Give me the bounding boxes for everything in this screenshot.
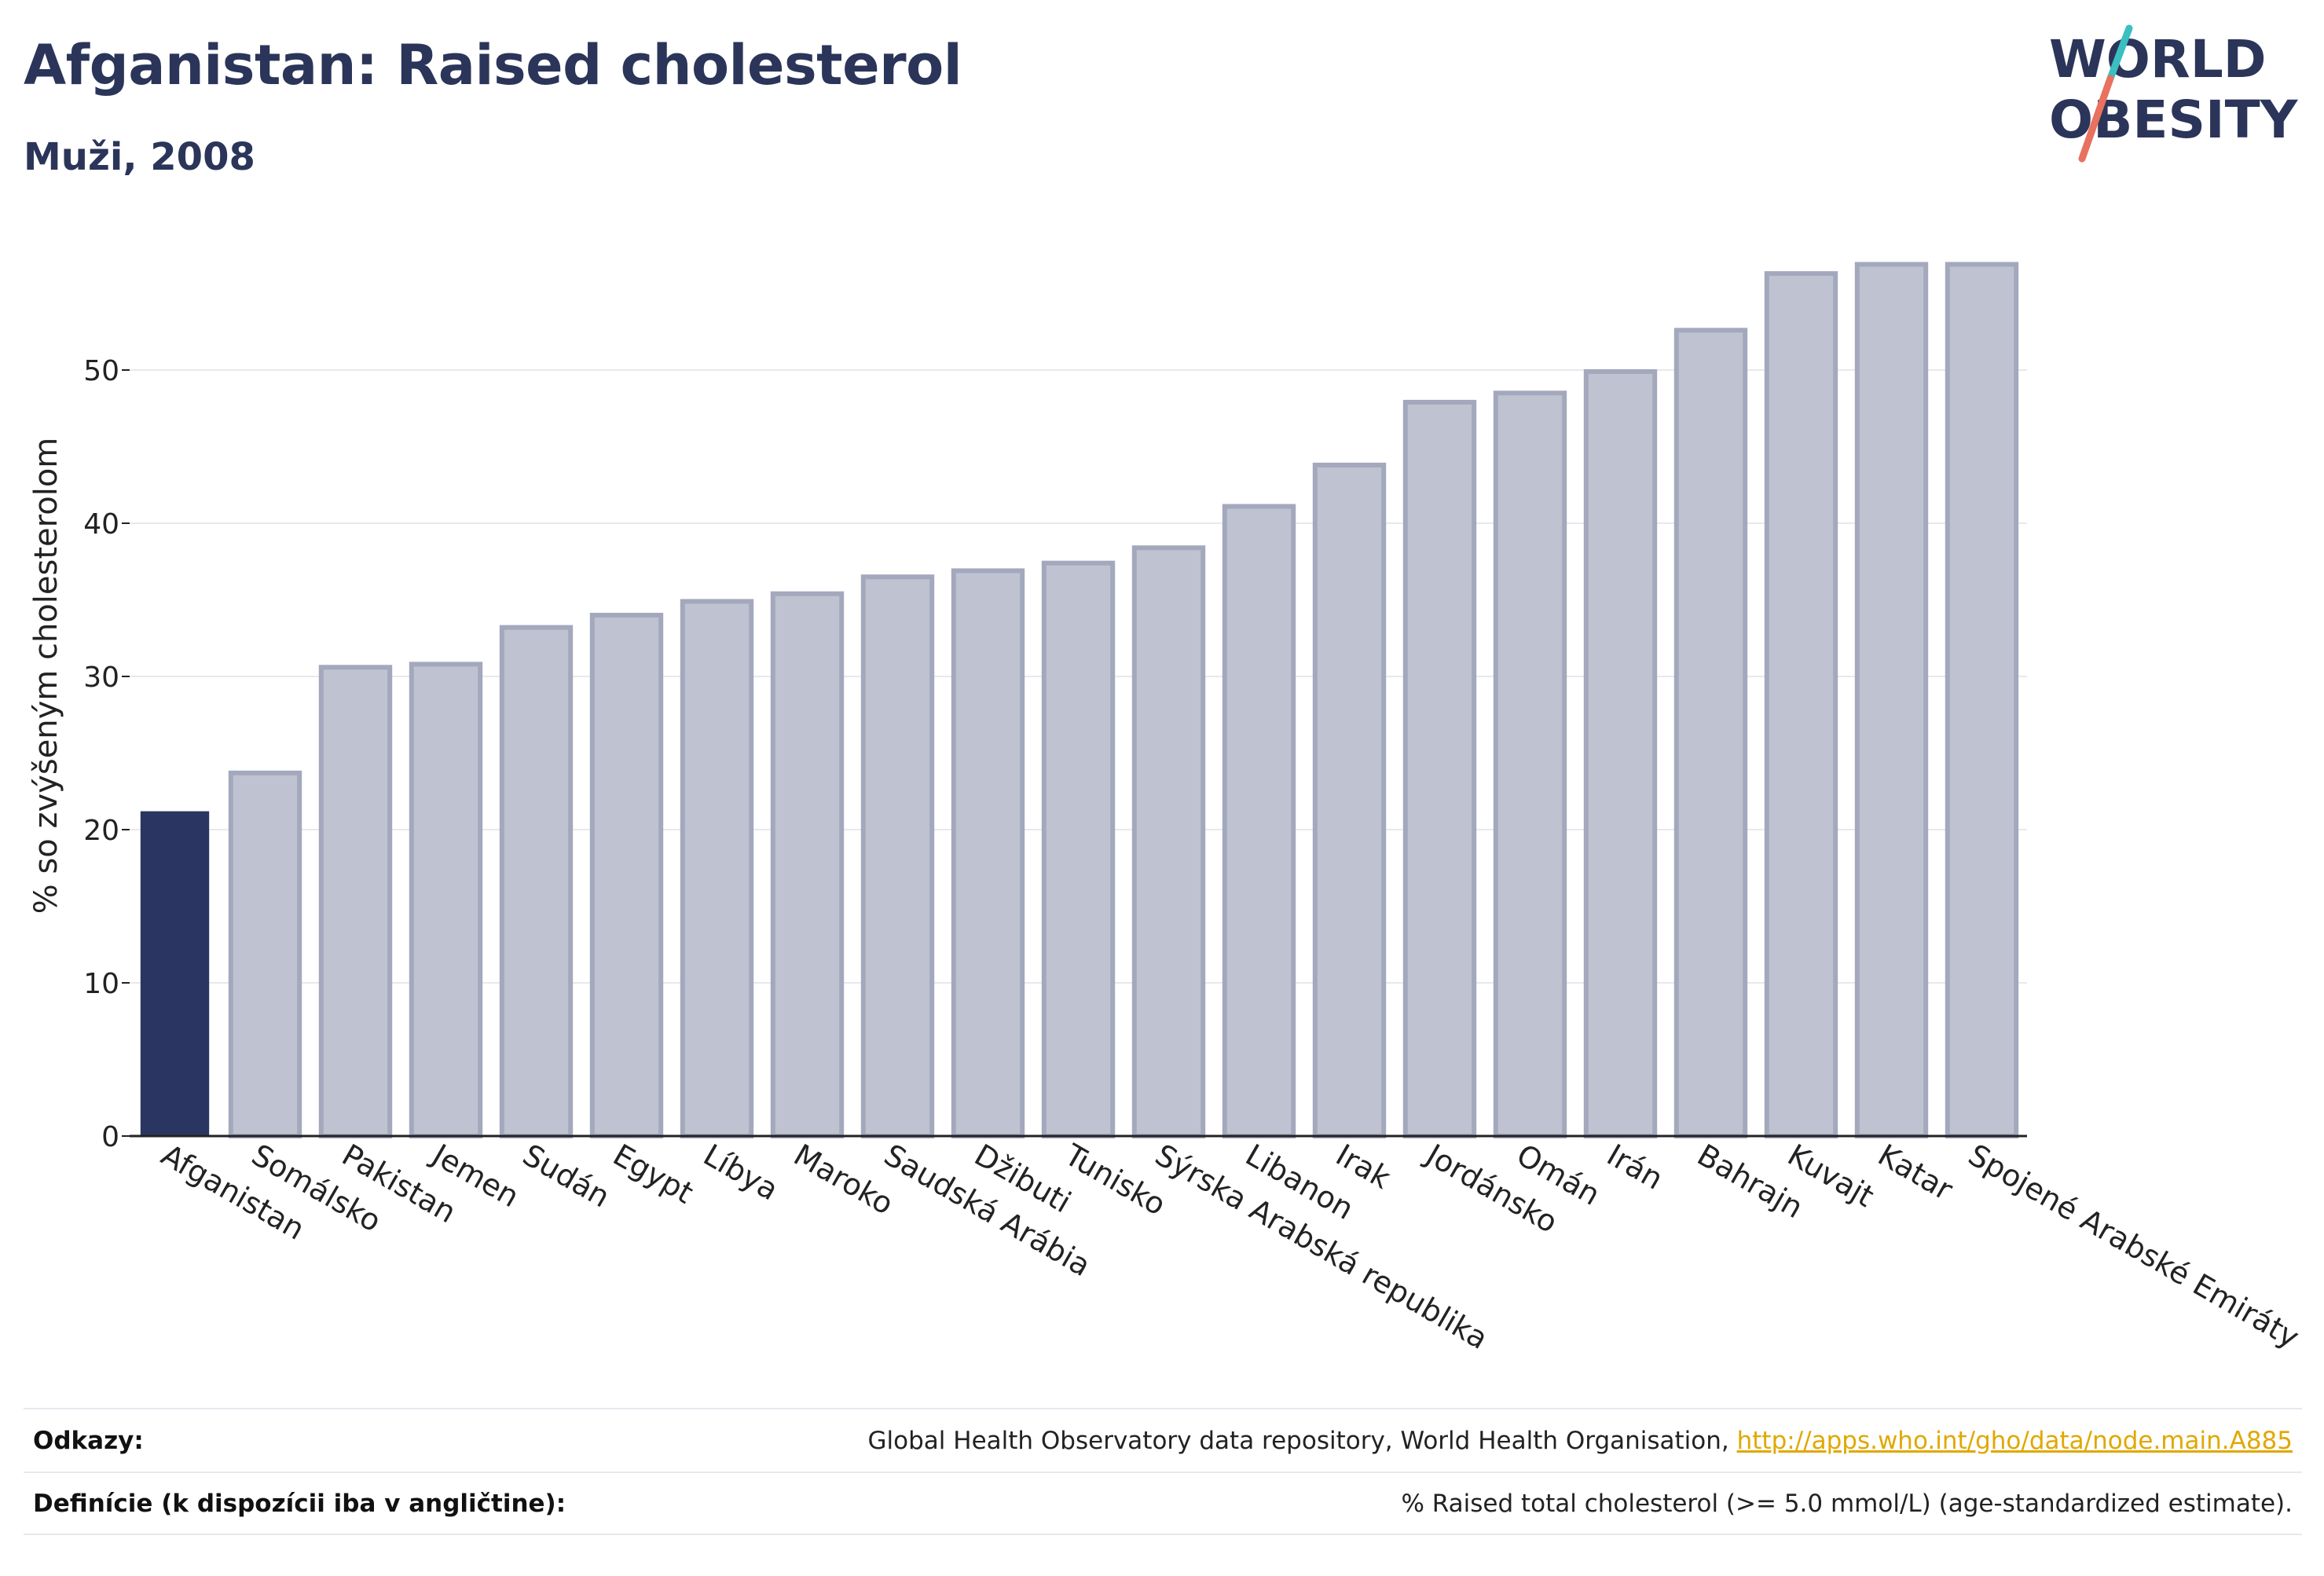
x-tick-label: Egypt <box>607 1138 699 1211</box>
page-title: Afganistan: Raised cholesterol <box>24 33 962 97</box>
bar <box>1854 262 1929 1139</box>
x-tick-label: Tunisko <box>1058 1137 1171 1222</box>
bar <box>1041 560 1116 1138</box>
bar <box>318 665 393 1138</box>
bar <box>1945 262 2019 1139</box>
x-tick-label: Spojené Arabské Emiráty <box>1963 1138 2305 1355</box>
x-tick-label: Maroko <box>788 1138 900 1222</box>
bar <box>589 613 664 1138</box>
world-obesity-logo[interactable]: WORLD OBESITY <box>2043 24 2310 165</box>
x-tick-label: Sudán <box>517 1138 616 1215</box>
page-subtitle: Muži, 2008 <box>24 135 255 179</box>
y-tick-label: 10 <box>83 968 119 1000</box>
definitions-text: % Raised total cholesterol (>= 5.0 mmol/… <box>1401 1489 2293 1518</box>
bar <box>499 625 574 1138</box>
bar <box>680 599 754 1138</box>
logo-slash-coral <box>2078 75 2114 163</box>
y-tick-label: 0 <box>101 1121 119 1153</box>
bar <box>409 662 483 1138</box>
bar <box>951 568 1025 1138</box>
bar <box>1673 328 1748 1138</box>
x-tick-label: Líbya <box>698 1138 784 1208</box>
bar <box>1583 368 1658 1138</box>
x-tick-label: Irán <box>1601 1138 1669 1197</box>
y-tick-label: 30 <box>83 662 119 694</box>
footer: Odkazy: Global Health Observatory data r… <box>24 1408 2302 1535</box>
y-tick-label: 20 <box>83 815 119 847</box>
bar <box>1222 504 1296 1138</box>
definitions-label: Definície (k dispozícii iba v angličtine… <box>33 1489 566 1518</box>
y-tick-label: 50 <box>83 355 119 387</box>
bar <box>1493 390 1567 1138</box>
bar-highlight <box>140 811 210 1136</box>
bar <box>860 574 935 1138</box>
footer-definitions-row: Definície (k dispozícii iba v angličtine… <box>24 1472 2302 1535</box>
sources-link[interactable]: http://apps.who.int/gho/data/node.main.A… <box>1736 1426 2293 1455</box>
bar <box>1131 545 1206 1138</box>
bar <box>1764 271 1838 1138</box>
sources-value: Global Health Observatory data repositor… <box>868 1427 2293 1455</box>
y-tick-label: 40 <box>83 508 119 541</box>
logo-slash-teal <box>2106 24 2133 82</box>
x-tick-label: Katar <box>1872 1138 1959 1208</box>
logo-line-1: WORLD <box>2049 29 2267 90</box>
sources-text: Global Health Observatory data repositor… <box>867 1426 1737 1455</box>
sources-label: Odkazy: <box>33 1426 144 1455</box>
bar <box>770 591 845 1138</box>
bar <box>1402 399 1477 1138</box>
y-axis-label: % so zvýšeným cholesterolom <box>28 438 64 914</box>
footer-sources-row: Odkazy: Global Health Observatory data r… <box>24 1408 2302 1472</box>
bar <box>228 770 302 1138</box>
bar <box>1312 462 1387 1138</box>
